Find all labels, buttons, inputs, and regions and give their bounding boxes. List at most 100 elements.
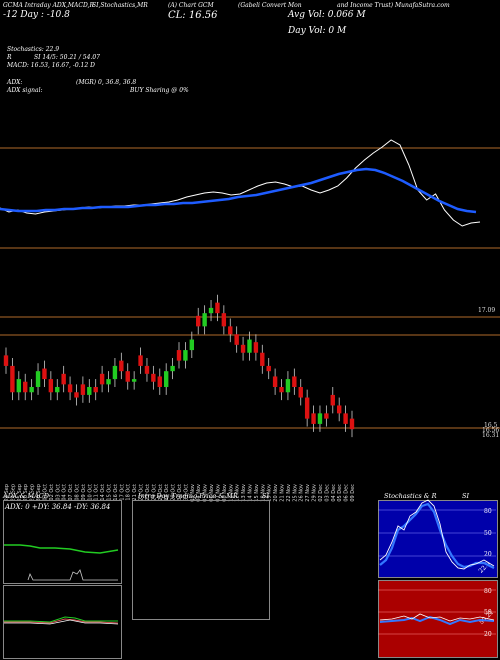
price-label-1: 17.09 bbox=[478, 307, 496, 314]
intraday-panel-title: Intra Day Trading Price & MR bbox=[138, 492, 238, 500]
date-label: 19 Nov bbox=[267, 484, 273, 502]
date-label: 25 Oct bbox=[158, 484, 164, 501]
date-label: 26 Nov bbox=[299, 484, 305, 502]
candle-body bbox=[125, 371, 130, 382]
candle-body bbox=[67, 384, 73, 393]
candle-body bbox=[247, 339, 252, 353]
date-label: 08 Oct bbox=[74, 484, 80, 501]
candle-body bbox=[170, 365, 175, 372]
macd-red-line bbox=[4, 618, 119, 624]
date-label: 23 Oct bbox=[145, 484, 151, 501]
candle-body bbox=[215, 302, 220, 314]
rsi-level-20: 20 bbox=[484, 631, 492, 638]
adx-signal-label: ADX signal: bbox=[7, 87, 43, 94]
date-label: 11 Nov bbox=[228, 484, 234, 502]
date-label: 10 Oct bbox=[87, 484, 93, 501]
candle-body bbox=[119, 360, 124, 372]
adx-values: (MGR) 0, 36.8, 36.8 bbox=[76, 79, 137, 86]
date-label: 02 Dec bbox=[318, 484, 324, 502]
header-desc: (Gabeli Convert Mon bbox=[238, 2, 302, 9]
date-label: 13 Nov bbox=[241, 484, 247, 502]
date-label: 06 Nov bbox=[209, 484, 215, 502]
candle-body bbox=[112, 365, 118, 380]
buy-signal: BUY Sharing @ 0% bbox=[130, 87, 189, 94]
candle-body bbox=[144, 365, 150, 374]
stoch-si-label: SI bbox=[462, 492, 470, 500]
date-label: 08 Nov bbox=[222, 484, 228, 502]
candle-body bbox=[189, 339, 195, 351]
candle-body bbox=[74, 392, 79, 398]
ma-line-path bbox=[0, 167, 477, 214]
date-label: 29 Nov bbox=[312, 484, 318, 502]
candle-body bbox=[202, 313, 207, 327]
date-label: 18 Oct bbox=[126, 484, 132, 501]
date-label: 09 Oct bbox=[81, 484, 87, 501]
date-label: 21 Nov bbox=[280, 484, 286, 502]
date-label: 29 Oct bbox=[171, 484, 177, 501]
date-label: 22 Nov bbox=[286, 484, 292, 502]
candle-body bbox=[260, 352, 265, 366]
macd-panel bbox=[3, 585, 122, 659]
adx-panel bbox=[3, 500, 122, 584]
macd-white-line bbox=[4, 619, 119, 625]
candle-body bbox=[16, 379, 22, 393]
date-label: 07 Oct bbox=[68, 484, 74, 501]
date-label: 30 Oct bbox=[177, 484, 183, 501]
candle-body bbox=[196, 315, 201, 327]
intraday-panel bbox=[132, 500, 270, 620]
moving-average-line bbox=[0, 167, 477, 214]
date-label: 06 Dec bbox=[344, 484, 350, 502]
stoch-level-50: 50 bbox=[484, 530, 492, 537]
stoch-panel bbox=[378, 500, 498, 578]
date-label: 15 Nov bbox=[254, 484, 260, 502]
candle-body bbox=[324, 413, 329, 419]
stoch-panel-title: Stochastics & R bbox=[384, 492, 437, 500]
date-label: 27 Sep bbox=[30, 484, 36, 501]
stoch-level-20: 20 bbox=[484, 551, 492, 558]
rsi-level-80: 80 bbox=[484, 588, 492, 595]
date-label: 14 Nov bbox=[247, 484, 253, 502]
candle-body bbox=[157, 376, 162, 387]
candle-body bbox=[234, 334, 239, 345]
intraday-si-label: SI bbox=[262, 492, 270, 500]
candle-body bbox=[151, 373, 156, 382]
price-label-4: 16.31 bbox=[482, 432, 500, 439]
candle-body bbox=[29, 387, 34, 393]
date-label: 02 Oct bbox=[49, 484, 55, 501]
candle-body bbox=[93, 387, 98, 393]
candle-body bbox=[228, 326, 233, 335]
candle-body bbox=[183, 350, 188, 361]
date-label: 20 Nov bbox=[273, 484, 279, 502]
date-label: 12 Nov bbox=[235, 484, 241, 502]
day-change: -12 Day : -10.8 bbox=[3, 10, 70, 20]
rsi-white-line bbox=[379, 613, 495, 622]
date-label: 16 Oct bbox=[113, 484, 119, 501]
date-label: 18 Nov bbox=[260, 484, 266, 502]
header-ticker: (A) Chart GCM bbox=[168, 2, 214, 9]
candle-body bbox=[48, 379, 54, 393]
date-label: 24 Oct bbox=[151, 484, 157, 501]
avg-volume: Avg Vol: 0.066 M bbox=[288, 10, 366, 20]
candle-body bbox=[42, 368, 47, 380]
candle-body bbox=[285, 379, 291, 393]
date-label: 03 Oct bbox=[55, 484, 61, 501]
date-label: 01 Oct bbox=[42, 484, 48, 501]
date-label: 05 Nov bbox=[203, 484, 209, 502]
date-axis: 23 Sep 24 Sep 25 Sep 26 Sep 27 Sep 30 Sep 01 O… bbox=[4, 484, 356, 502]
r-readout: R bbox=[7, 54, 12, 61]
date-label: 21 Oct bbox=[132, 484, 138, 501]
date-label: 04 Dec bbox=[331, 484, 337, 502]
date-label: 25 Sep bbox=[17, 484, 23, 501]
date-label: 22 Oct bbox=[139, 484, 145, 501]
candle-body bbox=[240, 344, 246, 353]
candle-body bbox=[138, 355, 143, 366]
si-readout: SI 14/5: 50.21 / 54.07 bbox=[34, 54, 100, 61]
candle-body bbox=[298, 387, 303, 398]
candle-body bbox=[272, 376, 278, 387]
date-label: 26 Sep bbox=[23, 484, 29, 501]
candle-body bbox=[80, 384, 86, 395]
adx-panel-readout: ADX: 0 +DY: 36.84 -DY: 36.84 bbox=[5, 503, 111, 511]
date-label: 11 Oct bbox=[94, 484, 100, 501]
price-label-2: 16.5 bbox=[484, 422, 498, 429]
